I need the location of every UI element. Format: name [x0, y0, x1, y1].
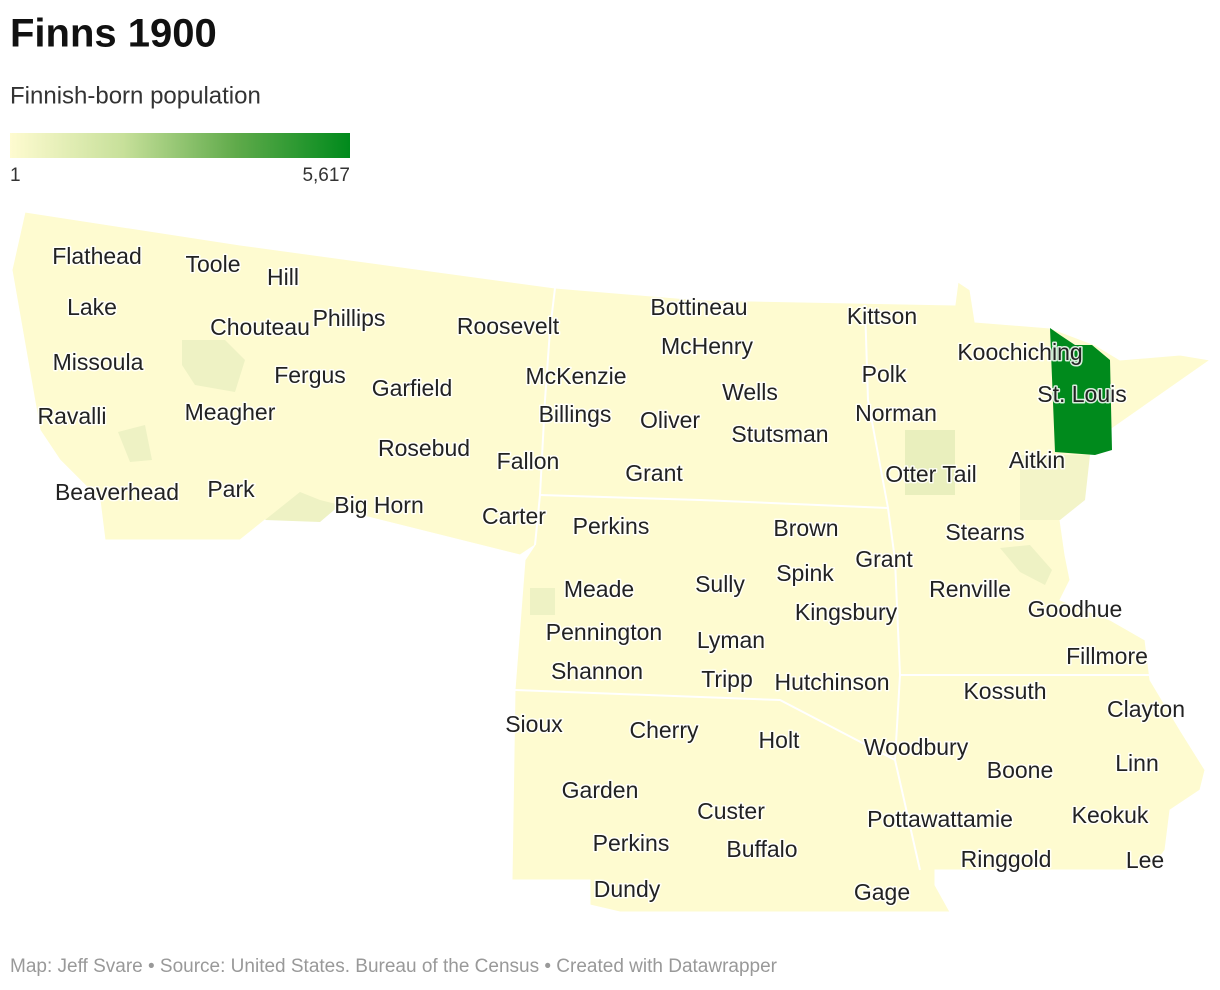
county-label: Carter [482, 503, 546, 529]
county-label: Meade [564, 576, 634, 602]
county-shade [530, 588, 555, 615]
county-label: Grant [625, 460, 683, 486]
county-label: Shannon [551, 658, 643, 684]
county-label: Flathead [52, 243, 142, 269]
county-label: Lyman [697, 627, 765, 653]
county-label: Oliver [640, 407, 700, 433]
county-shade [1000, 545, 1052, 585]
county-label: Grant [855, 546, 913, 572]
county-label: Otter Tail [885, 461, 977, 487]
county-label: Renville [929, 576, 1011, 602]
county-label: Ringgold [961, 846, 1052, 872]
county-label: Buffalo [726, 836, 797, 862]
county-label: Hutchinson [774, 669, 889, 695]
state-border [514, 689, 896, 761]
county-label: Fallon [497, 448, 560, 474]
county-label: Custer [697, 798, 765, 824]
county-label: Bottineau [650, 294, 747, 320]
county-shade [1050, 328, 1112, 455]
county-label: Cherry [629, 717, 699, 743]
county-label: Wells [722, 379, 778, 405]
county-label: Hill [267, 264, 299, 290]
county-label: Garfield [372, 375, 453, 401]
county-label: Goodhue [1028, 596, 1123, 622]
county-label: Aitkin [1009, 447, 1065, 473]
county-label: Brown [773, 515, 838, 541]
legend-max: 5,617 [302, 165, 350, 186]
county-label: Lee [1126, 847, 1164, 873]
county-labels: Flathead Toole Hill Lake Chouteau Phillips Roo… [36, 242, 1187, 907]
county-label: Billings [539, 401, 612, 427]
county-label: Linn [1115, 750, 1158, 776]
county-label: Tripp [701, 666, 753, 692]
region [11, 211, 1212, 913]
county-label: Pottawattamie [867, 806, 1013, 832]
county-label: Chouteau [210, 314, 310, 340]
state-border [534, 287, 556, 546]
borders [514, 287, 1150, 871]
county-label: Boone [987, 757, 1054, 783]
county-label: Lake [67, 294, 117, 320]
county-label: Gage [854, 879, 910, 905]
county-label: Park [207, 476, 255, 502]
county-label: Keokuk [1072, 802, 1149, 828]
county-label: Dundy [594, 876, 661, 902]
county-label: Rosebud [378, 435, 470, 461]
county-label: Fergus [274, 362, 346, 388]
county-shade [118, 425, 152, 462]
county-label: Ravalli [37, 403, 106, 429]
county-shade [1020, 455, 1090, 520]
county-label: McHenry [661, 333, 754, 359]
county-label: Big Horn [334, 492, 423, 518]
county-label: Norman [855, 400, 937, 426]
county-label: Stutsman [731, 421, 828, 447]
county-label: Clayton [1107, 696, 1185, 722]
county-label: Spink [776, 560, 834, 586]
footer: Map: Jeff Svare • Source: United States.… [10, 956, 778, 977]
legend-min: 1 [10, 165, 21, 186]
county-label: Polk [862, 361, 907, 387]
county-label: Missoula [53, 349, 144, 375]
title: Finns 1900 [10, 12, 217, 56]
county-label: Kossuth [963, 678, 1046, 704]
county-label: Beaverhead [55, 479, 179, 505]
county-label: Koochiching [957, 339, 1082, 365]
county-label: Kingsbury [795, 599, 898, 625]
county-label: Phillips [313, 305, 386, 331]
county-label: Holt [759, 727, 801, 753]
county-label: Garden [562, 777, 639, 803]
county-label: Sioux [505, 711, 563, 737]
county-label: Woodbury [864, 734, 969, 760]
county-label: Perkins [573, 513, 650, 539]
county-label: Toole [186, 251, 241, 277]
county-label: Pennington [546, 619, 662, 645]
county-shade [265, 492, 340, 522]
county-label: Stearns [945, 519, 1024, 545]
map: Flathead Toole Hill Lake Chouteau Phillips Roo… [11, 211, 1212, 913]
county-label: St. Louis [1037, 381, 1127, 407]
county-shade [905, 430, 955, 495]
county-label: Roosevelt [457, 313, 560, 339]
state-border [539, 494, 889, 509]
county-label: Sully [695, 571, 745, 597]
county-label: Kittson [847, 303, 917, 329]
county-label: Meagher [185, 399, 276, 425]
county-label: Fillmore [1066, 643, 1148, 669]
county-label: Perkins [593, 830, 670, 856]
legend-gradient [10, 133, 350, 158]
county-label: McKenzie [526, 363, 627, 389]
county-shade [182, 340, 245, 392]
subtitle: Finnish-born population [10, 82, 261, 109]
